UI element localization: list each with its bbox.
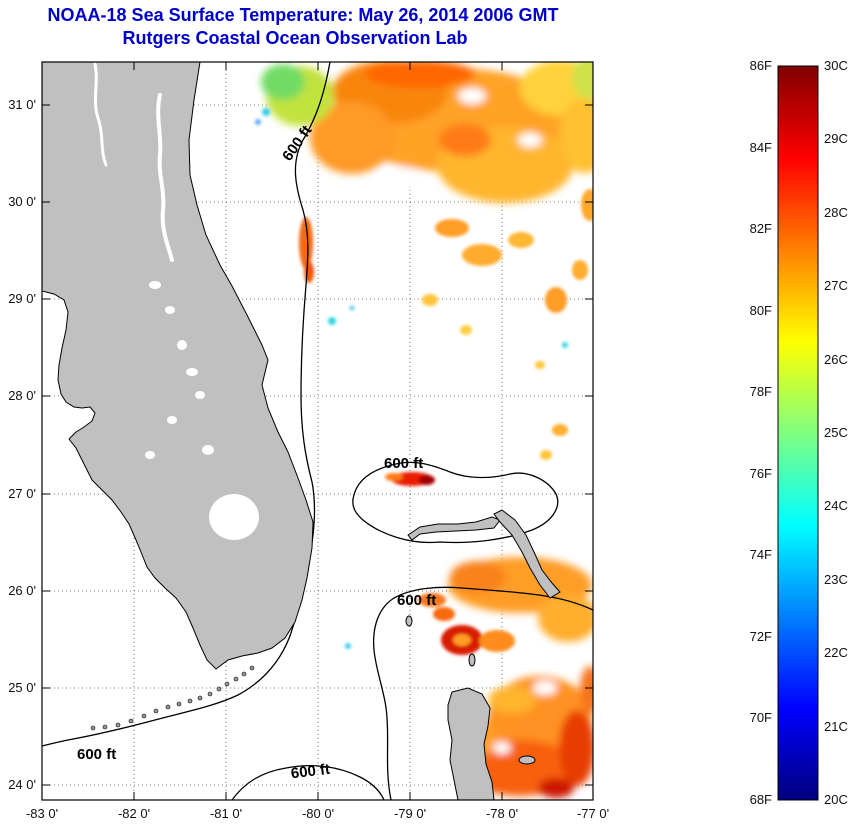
berry-islands: [468, 653, 476, 667]
colorbar-c-label: 23C: [824, 572, 848, 587]
depth-contour-label: 600 ft: [397, 592, 436, 609]
abaco-island: [493, 509, 561, 599]
rivers: [93, 62, 174, 262]
colorbar-fahrenheit-labels: 86F 84F 82F 80F 78F 76F 74F 72F 70F 68F: [750, 58, 772, 807]
colorbar-f-label: 80F: [750, 303, 772, 318]
colorbar-f-label: 72F: [750, 629, 772, 644]
colorbar-f-label: 74F: [750, 547, 772, 562]
depth-contour-labels: 600 ft 600 ft 600 ft 600 ft 600 ft: [77, 122, 436, 782]
x-tick-label: -83 0': [26, 806, 58, 821]
y-axis-labels: 31 0' 30 0' 29 0' 28 0' 27 0' 26 0' 25 0…: [8, 97, 36, 792]
x-tick-label: -81 0': [210, 806, 242, 821]
colorbar-c-label: 20C: [824, 792, 848, 807]
colorbar-c-label: 29C: [824, 131, 848, 146]
new-providence-island: [518, 755, 536, 765]
colorbar-c-label: 24C: [824, 498, 848, 513]
sst-data-patches-small: [255, 108, 593, 655]
florida-peninsula: [41, 61, 314, 670]
depth-contour-label: 600 ft: [290, 761, 331, 783]
depth-contour-label: 600 ft: [279, 122, 315, 164]
bimini-island: [405, 615, 413, 627]
sst-data-patches-large: [261, 62, 593, 798]
colorbar-f-label: 76F: [750, 466, 772, 481]
colorbar-c-label: 21C: [824, 719, 848, 734]
colorbar-c-label: 27C: [824, 278, 848, 293]
colorbar-c-label: 26C: [824, 352, 848, 367]
y-tick-label: 26 0': [8, 583, 36, 598]
x-axis-labels: -83 0' -82 0' -81 0' -80 0' -79 0' -78 0…: [26, 806, 609, 821]
inland-lakes: [145, 281, 259, 540]
x-tick-label: -77 0': [577, 806, 609, 821]
y-tick-label: 29 0': [8, 291, 36, 306]
y-tick-label: 30 0': [8, 194, 36, 209]
depth-contours-600ft: [42, 62, 593, 800]
colorbar-f-label: 84F: [750, 140, 772, 155]
lake-okeechobee: [209, 494, 259, 540]
axis-tick-marks: [41, 62, 594, 800]
y-tick-label: 28 0': [8, 388, 36, 403]
x-tick-label: -82 0': [118, 806, 150, 821]
depth-contour-label: 600 ft: [77, 746, 116, 763]
x-tick-label: -78 0': [486, 806, 518, 821]
y-tick-label: 31 0': [8, 97, 36, 112]
map-subtitle: Rutgers Coastal Ocean Observation Lab: [122, 28, 467, 48]
colorbar-f-label: 82F: [750, 221, 772, 236]
colorbar-c-label: 25C: [824, 425, 848, 440]
map-title: NOAA-18 Sea Surface Temperature: May 26,…: [48, 5, 559, 25]
colorbar-f-label: 68F: [750, 792, 772, 807]
x-tick-label: -80 0': [302, 806, 334, 821]
andros-island: [447, 687, 495, 801]
colorbar-c-label: 28C: [824, 205, 848, 220]
colorbar-f-label: 86F: [750, 58, 772, 73]
y-tick-label: 25 0': [8, 680, 36, 695]
x-tick-label: -79 0': [394, 806, 426, 821]
colorbar-gradient: [777, 65, 819, 801]
colorbar-c-label: 30C: [824, 58, 848, 73]
y-tick-label: 27 0': [8, 486, 36, 501]
y-tick-label: 24 0': [8, 777, 36, 792]
colorbar-f-label: 78F: [750, 384, 772, 399]
florida-keys-islands: [90, 665, 255, 731]
depth-contour-label: 600 ft: [384, 455, 423, 472]
colorbar-f-label: 70F: [750, 710, 772, 725]
temperature-colorbar: 86F 84F 82F 80F 78F 76F 74F 72F 70F 68F …: [750, 58, 848, 807]
bahamas-islands: [405, 509, 561, 801]
grand-bahama-island: [407, 516, 501, 541]
colorbar-celsius-labels: 30C 29C 28C 27C 26C 25C 24C 23C 22C 21C …: [824, 58, 848, 807]
colorbar-c-label: 22C: [824, 645, 848, 660]
florida-land: [41, 61, 314, 731]
